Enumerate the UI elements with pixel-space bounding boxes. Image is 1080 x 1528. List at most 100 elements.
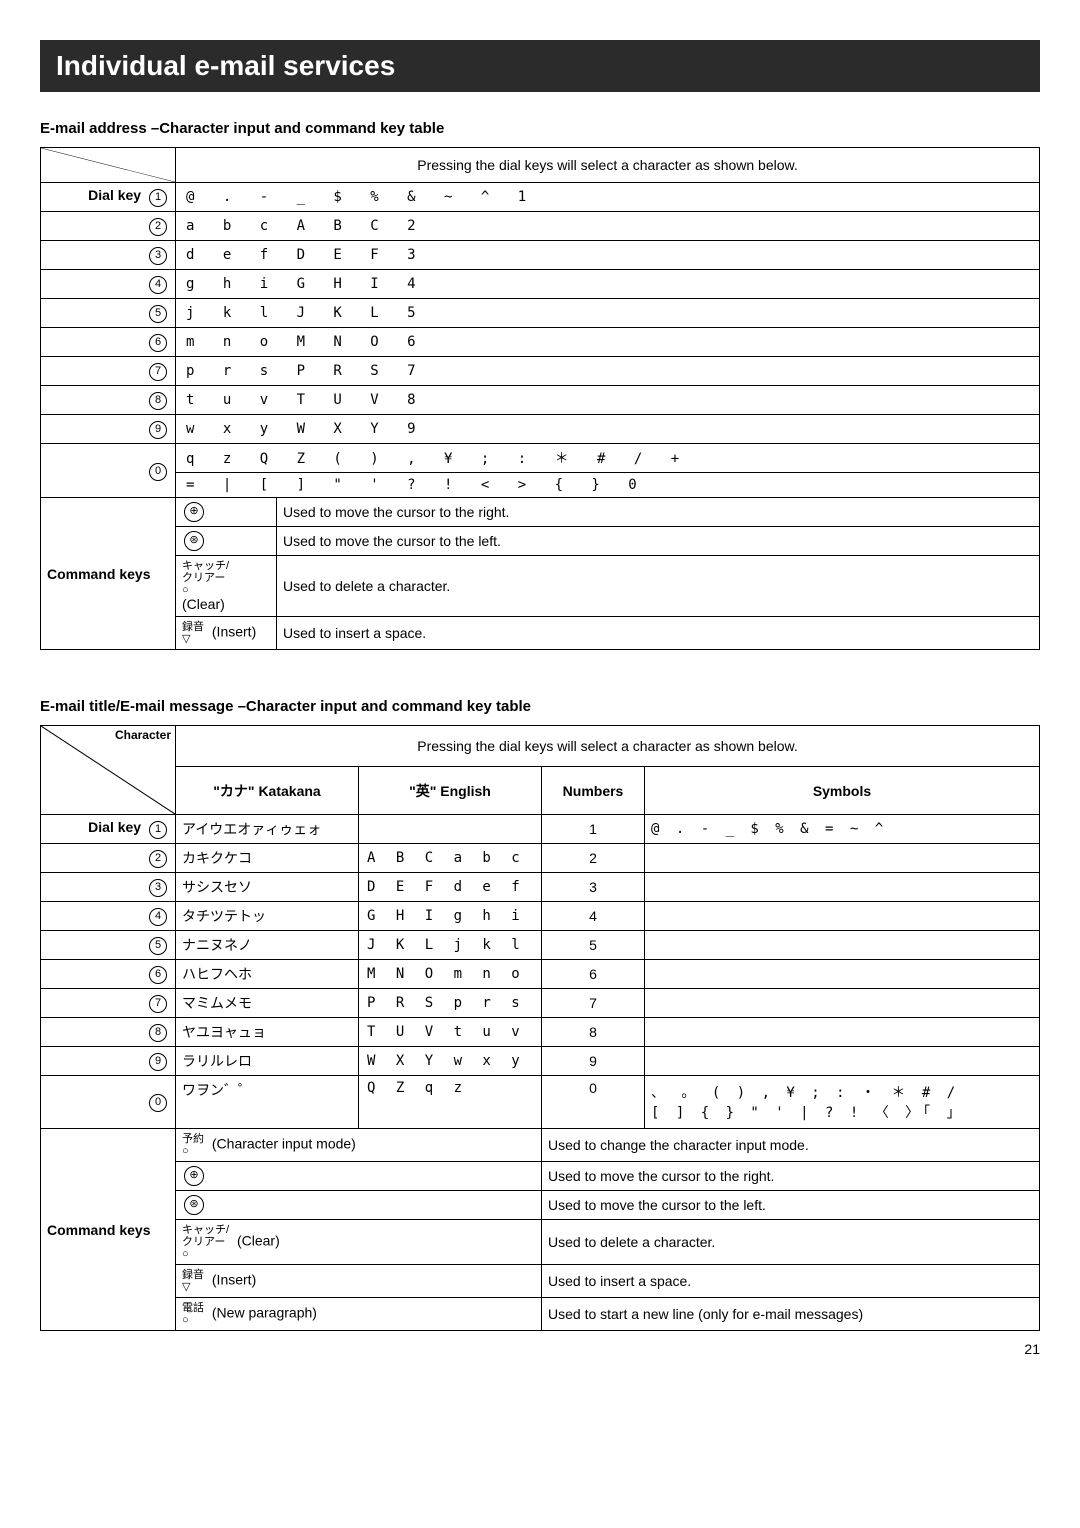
diag-header-2: Character <box>41 726 176 815</box>
row3-chars: d e f D E F 3 <box>176 241 1040 270</box>
dial-key-4-b: 4 <box>41 902 176 931</box>
cmdb5-label: 録音▽ (Insert) <box>176 1265 542 1298</box>
row0-chars1: q z Q Z ( ) , ¥ ; : ＊ # / + <box>176 444 1040 473</box>
dial-key-0-b: 0 <box>41 1076 176 1129</box>
dial-key-6-b: 6 <box>41 960 176 989</box>
row6-eng: M N O m n o <box>359 960 542 989</box>
row1-sym: @ . - _ $ % & = ~ ^ <box>645 815 1040 844</box>
row2-kana: カキクケコ <box>176 844 359 873</box>
row1-eng <box>359 815 542 844</box>
command-keys-label: Command keys <box>41 498 176 650</box>
col-symbols: Symbols <box>645 767 1040 815</box>
cmd2-sym: ⊛ <box>176 527 277 556</box>
cmd4-sym: 録音▽ (Insert) <box>176 617 277 650</box>
row5-chars: j k l J K L 5 <box>176 299 1040 328</box>
col-katakana: "カナ" Katakana <box>176 767 359 815</box>
address-char-table: Pressing the dial keys will select a cha… <box>40 147 1040 650</box>
row8-eng: T U V t u v <box>359 1018 542 1047</box>
row7-eng: P R S p r s <box>359 989 542 1018</box>
row0-eng: Q Z q z <box>359 1076 542 1129</box>
table1-header-note: Pressing the dial keys will select a cha… <box>176 148 1040 183</box>
cmdb6-desc: Used to start a new line (only for e-mai… <box>542 1298 1040 1331</box>
page-banner: Individual e-mail services <box>40 40 1040 92</box>
cmd4-desc: Used to insert a space. <box>277 617 1040 650</box>
row9-chars: w x y W X Y 9 <box>176 415 1040 444</box>
row8-sym <box>645 1018 1040 1047</box>
row4-eng: G H I g h i <box>359 902 542 931</box>
row5-sym <box>645 931 1040 960</box>
cmdb3-label: ⊛ <box>176 1191 542 1220</box>
cmdb1-label: 予約○ (Character input mode) <box>176 1129 542 1162</box>
row9-sym <box>645 1047 1040 1076</box>
cmd3-sym: キャッチ/クリアー○ (Clear) <box>176 556 277 617</box>
row5-kana: ナニヌネノ <box>176 931 359 960</box>
diag-header <box>41 148 176 183</box>
row8-chars: t u v T U V 8 <box>176 386 1040 415</box>
row6-kana: ハヒフヘホ <box>176 960 359 989</box>
row1-chars: @ . - _ $ % & ~ ^ 1 <box>176 183 1040 212</box>
row1-kana: アイウエオァィゥェォ <box>176 815 359 844</box>
row8-kana: ヤユヨャュョ <box>176 1018 359 1047</box>
table1-title: E-mail address –Character input and comm… <box>40 120 1040 137</box>
dial-key-6: 6 <box>41 328 176 357</box>
row9-num: 9 <box>542 1047 645 1076</box>
row4-kana: タチツテトッ <box>176 902 359 931</box>
dial-key-7: 7 <box>41 357 176 386</box>
row5-eng: J K L j k l <box>359 931 542 960</box>
row4-num: 4 <box>542 902 645 931</box>
dial-key-8: 8 <box>41 386 176 415</box>
row7-num: 7 <box>542 989 645 1018</box>
cmdb1-desc: Used to change the character input mode. <box>542 1129 1040 1162</box>
row9-kana: ラリルレロ <box>176 1047 359 1076</box>
row6-num: 6 <box>542 960 645 989</box>
cmdb3-desc: Used to move the cursor to the left. <box>542 1191 1040 1220</box>
cmd1-sym: ⊕ <box>176 498 277 527</box>
cmdb4-desc: Used to delete a character. <box>542 1220 1040 1265</box>
row7-kana: マミムメモ <box>176 989 359 1018</box>
dial-key-2-b: 2 <box>41 844 176 873</box>
cmdb5-desc: Used to insert a space. <box>542 1265 1040 1298</box>
row4-chars: g h i G H I 4 <box>176 270 1040 299</box>
dial-key-4: 4 <box>41 270 176 299</box>
cmdb2-desc: Used to move the cursor to the right. <box>542 1162 1040 1191</box>
col-numbers: Numbers <box>542 767 645 815</box>
row2-eng: A B C a b c <box>359 844 542 873</box>
row1-num: 1 <box>542 815 645 844</box>
row9-eng: W X Y w x y <box>359 1047 542 1076</box>
row3-eng: D E F d e f <box>359 873 542 902</box>
dial-key-1: Dial key 1 <box>41 183 176 212</box>
row6-chars: m n o M N O 6 <box>176 328 1040 357</box>
dial-key-8-b: 8 <box>41 1018 176 1047</box>
row0-chars2: = | [ ] " ' ? ! < > { } 0 <box>176 473 1040 498</box>
row0-sym: 、 。 ( ) , ¥ ; : ・ ＊ # / [ ] { } " ' | ? … <box>645 1076 1040 1129</box>
dial-key-5: 5 <box>41 299 176 328</box>
dial-key-9-b: 9 <box>41 1047 176 1076</box>
row2-chars: a b c A B C 2 <box>176 212 1040 241</box>
row2-sym <box>645 844 1040 873</box>
cmd1-desc: Used to move the cursor to the right. <box>277 498 1040 527</box>
table2-title: E-mail title/E-mail message –Character i… <box>40 698 1040 715</box>
command-keys-label-2: Command keys <box>41 1129 176 1331</box>
row7-sym <box>645 989 1040 1018</box>
dial-key-0: 0 <box>41 444 176 498</box>
dial-key-3-b: 3 <box>41 873 176 902</box>
page-number: 21 <box>40 1341 1040 1357</box>
row5-num: 5 <box>542 931 645 960</box>
table2-header-note: Pressing the dial keys will select a cha… <box>176 726 1040 767</box>
row4-sym <box>645 902 1040 931</box>
dial-key-3: 3 <box>41 241 176 270</box>
row3-sym <box>645 873 1040 902</box>
row6-sym <box>645 960 1040 989</box>
dial-key-7-b: 7 <box>41 989 176 1018</box>
row0-num: 0 <box>542 1076 645 1129</box>
col-english: "英" English <box>359 767 542 815</box>
row8-num: 8 <box>542 1018 645 1047</box>
row3-kana: サシスセソ <box>176 873 359 902</box>
row2-num: 2 <box>542 844 645 873</box>
row7-chars: p r s P R S 7 <box>176 357 1040 386</box>
cmdb6-label: 電話○ (New paragraph) <box>176 1298 542 1331</box>
cmdb2-label: ⊕ <box>176 1162 542 1191</box>
cmd3-desc: Used to delete a character. <box>277 556 1040 617</box>
dial-key-9: 9 <box>41 415 176 444</box>
dial-key-5-b: 5 <box>41 931 176 960</box>
